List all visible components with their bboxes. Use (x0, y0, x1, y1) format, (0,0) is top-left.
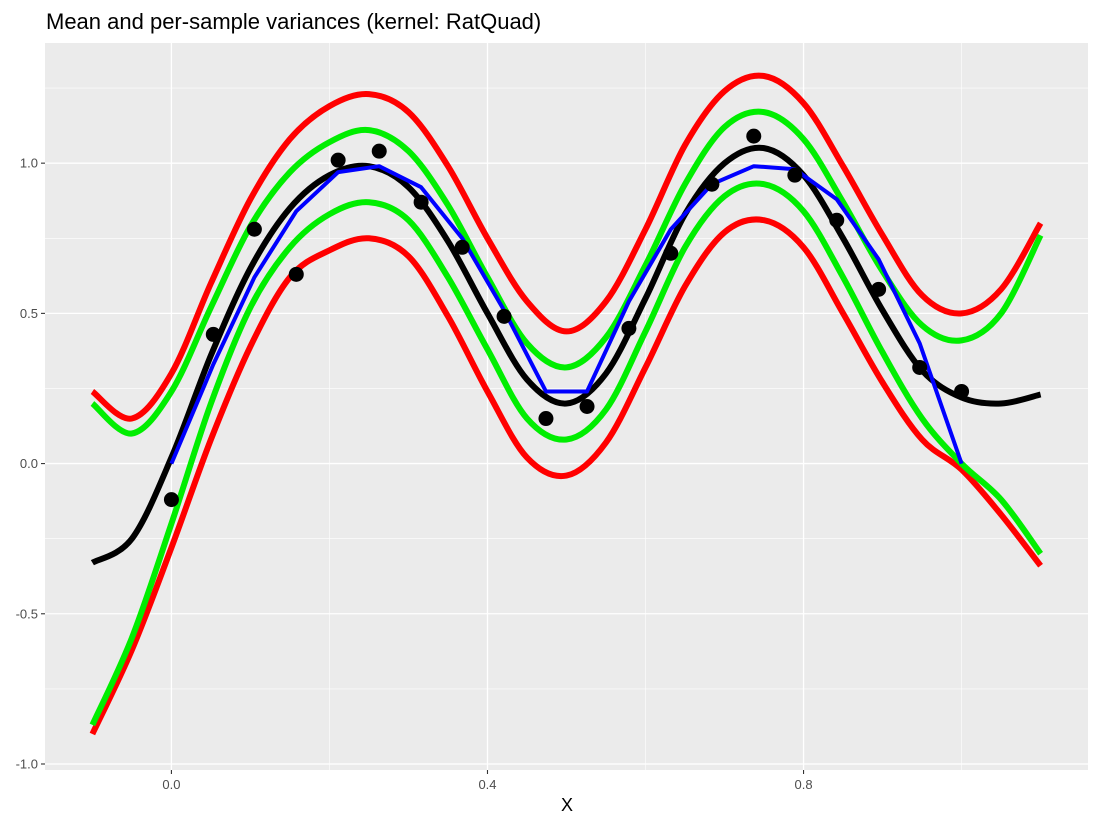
data-point (746, 128, 762, 144)
x-axis: 0.0 0.4 0.8 (162, 770, 813, 792)
data-point (538, 411, 554, 427)
y-tick-label: 1.0 (20, 156, 38, 171)
y-tick-label: -1.0 (16, 756, 38, 771)
data-point (330, 152, 346, 168)
data-point (371, 143, 387, 159)
data-point (205, 326, 221, 342)
data-point (579, 399, 595, 414)
data-point (288, 266, 304, 282)
y-tick-label: -0.5 (16, 606, 38, 621)
x-tick-label: 0.0 (162, 777, 180, 792)
series-line-5 (169, 164, 964, 465)
y-tick-label: 0.5 (20, 306, 38, 321)
x-tick-label: 0.8 (795, 777, 813, 792)
series-line-0 (90, 72, 1044, 422)
data-point (954, 383, 970, 399)
x-tick-label: 0.4 (478, 777, 496, 792)
data-point (912, 359, 928, 375)
series-line-4 (90, 144, 1042, 566)
data-point (621, 320, 637, 336)
data-point (871, 281, 887, 297)
grid-minor (45, 43, 1088, 770)
series-line-1 (89, 216, 1043, 736)
y-axis: -1.0 -0.5 0.0 0.5 1.0 (16, 156, 45, 771)
series-line-3 (89, 180, 1044, 727)
data-point (413, 194, 429, 210)
data-point (246, 221, 262, 237)
data-point (829, 212, 845, 228)
data-point (454, 239, 470, 255)
data-point (704, 176, 720, 192)
y-tick-label: 0.0 (20, 456, 38, 471)
grid-major (45, 43, 1088, 770)
data-point (663, 245, 679, 261)
chart-title: Mean and per-sample variances (kernel: R… (46, 9, 541, 34)
data-point (496, 308, 512, 324)
points-layer (163, 128, 970, 508)
data-point (163, 492, 179, 508)
x-axis-title: X (561, 795, 573, 815)
data-point (787, 167, 803, 183)
